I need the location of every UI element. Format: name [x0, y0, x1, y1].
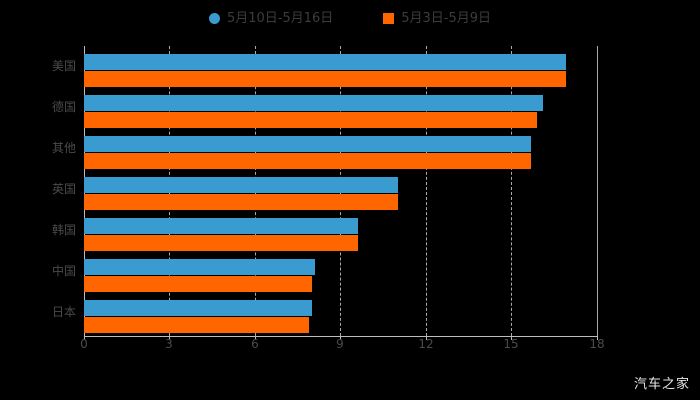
y-tick-label-3: 英国	[51, 182, 76, 196]
x-tick-mark-3	[169, 336, 170, 340]
bar-series-1[interactable]	[84, 177, 398, 193]
legend-item-series-1[interactable]: 5月10日-5月16日	[208, 8, 334, 28]
legend-label-series-1: 5月10日-5月16日	[226, 10, 334, 26]
x-axis-line	[84, 336, 598, 337]
gridline-18	[597, 46, 599, 336]
watermark-label: 汽车之家	[633, 377, 690, 392]
x-tick-label-2: 6	[251, 337, 259, 351]
bar-series-1[interactable]	[84, 259, 315, 275]
gridline-12	[426, 46, 428, 336]
y-axis-labels: 美国 德国 其他 英国 韩国 中国 日本	[0, 46, 76, 336]
y-tick-label-0: 美国	[51, 59, 76, 73]
plot-area	[84, 46, 599, 340]
bar-series-2[interactable]	[84, 276, 312, 292]
bar-series-1[interactable]	[84, 136, 532, 152]
bar-series-1[interactable]	[84, 218, 358, 234]
y-tick-label-6: 日本	[51, 305, 76, 319]
legend-circle-marker-icon	[208, 12, 220, 24]
legend-label-series-2: 5月3日-5月9日	[401, 10, 492, 26]
x-tick-mark-15	[511, 336, 512, 340]
bar-series-1[interactable]	[84, 300, 312, 316]
x-tick-mark-9	[340, 336, 341, 340]
chart-legend: 5月10日-5月16日 5月3日-5月9日	[0, 6, 700, 30]
bar-series-2[interactable]	[84, 153, 532, 169]
bar-series-1[interactable]	[84, 95, 543, 111]
bar-series-2[interactable]	[84, 235, 358, 251]
x-tick-label-6: 18	[589, 337, 605, 351]
bar-series-2[interactable]	[84, 317, 310, 333]
bar-series-1[interactable]	[84, 54, 566, 70]
x-tick-label-1: 3	[165, 337, 173, 351]
legend-square-marker-icon	[383, 12, 395, 24]
x-axis-labels: 0 3 6 9 12 15 18	[0, 338, 700, 358]
x-tick-label-5: 15	[503, 337, 519, 351]
bar-series-2[interactable]	[84, 71, 566, 87]
x-tick-mark-18	[597, 336, 598, 340]
y-tick-label-4: 韩国	[51, 223, 76, 237]
x-tick-label-4: 12	[418, 337, 434, 351]
x-tick-mark-0	[84, 336, 85, 340]
x-tick-label-0: 0	[80, 337, 88, 351]
x-tick-mark-12	[426, 336, 427, 340]
legend-item-series-2[interactable]: 5月3日-5月9日	[383, 8, 491, 28]
x-tick-label-3: 9	[336, 337, 344, 351]
bar-series-2[interactable]	[84, 194, 398, 210]
bar-series-2[interactable]	[84, 112, 538, 128]
y-tick-label-2: 其他	[51, 141, 76, 155]
x-tick-mark-6	[255, 336, 256, 340]
gridline-15	[511, 46, 513, 336]
y-tick-label-5: 中国	[51, 264, 76, 278]
y-tick-label-1: 德国	[51, 100, 76, 114]
